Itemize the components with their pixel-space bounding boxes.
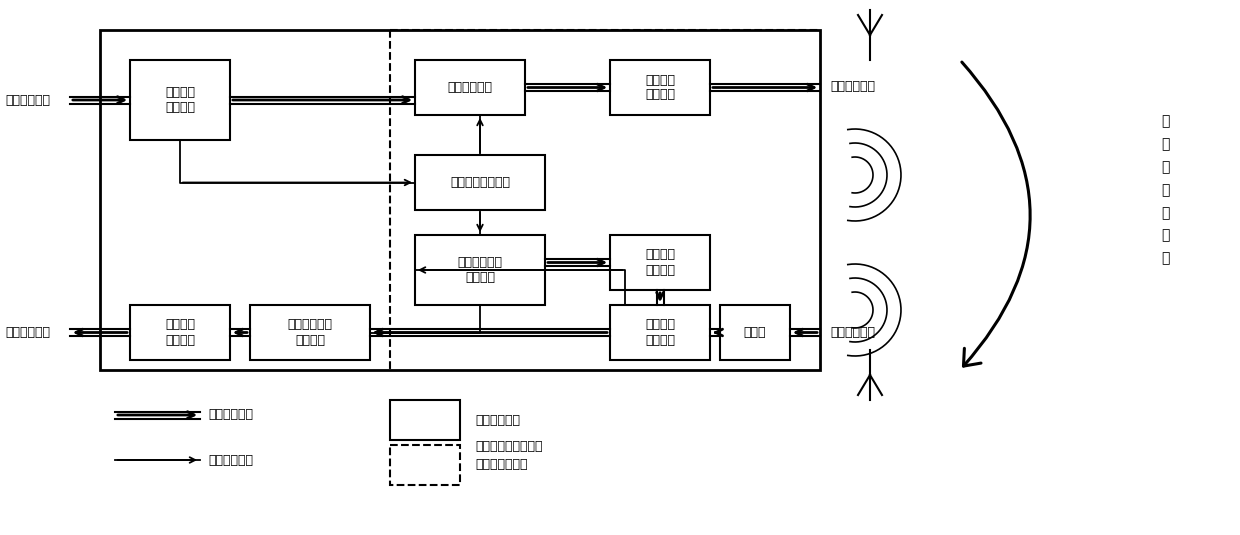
Text: 发射输出端口: 发射输出端口 [830,80,875,94]
Bar [100,30,820,370]
Bar [391,445,460,485]
Bar [610,235,711,290]
Bar [610,305,711,360]
Text: 延迟匹配控制单元: 延迟匹配控制单元 [450,176,510,189]
Text: 数字对消数字
控制模块: 数字对消数字 控制模块 [288,318,332,347]
Bar [250,305,370,360]
Text: 合路器: 合路器 [744,326,766,339]
Bar [130,60,229,140]
Text: 接收输入端口: 接收输入端口 [830,325,875,339]
Bar [391,400,460,440]
Bar [610,60,711,115]
Text: 第一射频
接收链路: 第一射频 接收链路 [165,86,195,114]
Text: 发射输入端口: 发射输入端口 [5,94,50,106]
Text: 数字延迟模块: 数字延迟模块 [448,81,492,94]
Bar [415,60,525,115]
Text: 自
干
扰
耦
合
路
径: 自 干 扰 耦 合 路 径 [1161,114,1169,265]
Text: 第二射频
发射链路: 第二射频 发射链路 [645,248,675,277]
Text: 对消系统中数字信号
处理部分的边界: 对消系统中数字信号 处理部分的边界 [475,439,543,470]
Bar [415,235,546,305]
Bar [415,155,546,210]
Text: 第二射频
接收链路: 第二射频 接收链路 [645,318,675,347]
Bar [391,30,820,370]
Bar [720,305,790,360]
Text: 对消系统边界: 对消系统边界 [475,414,520,426]
Text: 模拟对消数字
控制模块: 模拟对消数字 控制模块 [458,256,502,284]
Text: 第一射频
发射链路: 第一射频 发射链路 [645,73,675,102]
Text: 数字信号路径: 数字信号路径 [208,454,253,467]
Text: 模拟信号路径: 模拟信号路径 [208,409,253,422]
Text: 第三射频
发射链路: 第三射频 发射链路 [165,318,195,347]
Bar [130,305,229,360]
FancyArrowPatch shape [962,62,1030,366]
Text: 接收输出端口: 接收输出端口 [5,325,50,339]
